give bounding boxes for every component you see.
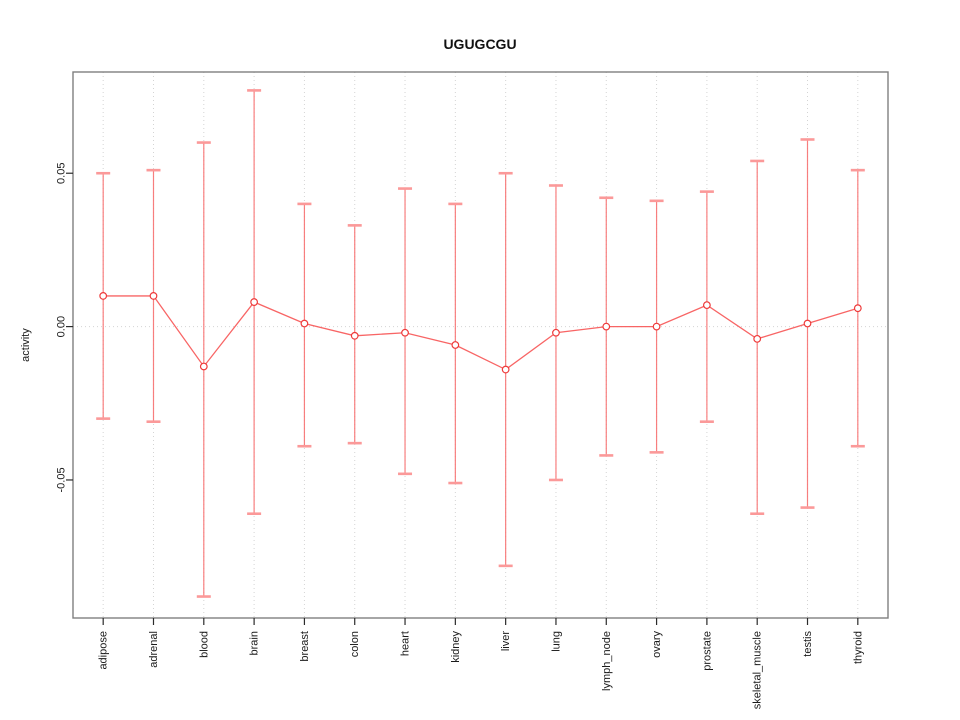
axes-layer: 0.05 0.00 -0.05 adipose adrenal blood brain bre… [56,71,889,709]
x-tick-label: adrenal [148,631,160,668]
data-point [199,362,208,371]
y-tick-label: 0.05 [56,163,68,184]
data-point [401,328,409,337]
data-point [250,298,259,306]
data-point [853,304,862,313]
y-tick-label: -0.05 [56,467,68,492]
data-point [149,292,158,300]
data-point [602,322,611,331]
x-tick-label: adipose [98,631,110,670]
x-tick-label: blood [198,631,210,658]
data-point [451,341,460,349]
y-axis-label: activity [20,328,32,362]
x-tick-label: lymph_node [601,631,613,691]
series-line [103,295,859,371]
data-point [350,331,359,340]
chart-title: UGUGCGU [443,36,516,52]
x-tick-label: liver [500,631,512,652]
y-tick-label: 0.00 [56,316,68,337]
x-tick-label: prostate [701,631,713,671]
grid-layer [73,72,888,618]
data-point [702,301,711,310]
data-point [300,319,309,328]
x-tick-label: lung [550,631,562,652]
data-point [753,334,762,343]
data-point [501,365,510,374]
x-tick-label: kidney [450,631,462,663]
x-tick-label: skeletal_muscle [752,631,764,709]
data-point [552,328,560,337]
x-tick-label: thyroid [852,631,864,664]
x-tick-label: ovary [651,631,663,658]
data-point [652,322,661,331]
x-tick-label: breast [299,631,311,662]
x-tick-label: colon [349,631,361,657]
x-tick-label: brain [249,631,261,655]
x-tick-label: heart [400,631,412,656]
x-tick-label: testis [802,631,814,657]
data-point [803,319,812,328]
series-layer [96,89,865,598]
data-point [99,292,108,300]
plot-box [72,71,889,619]
